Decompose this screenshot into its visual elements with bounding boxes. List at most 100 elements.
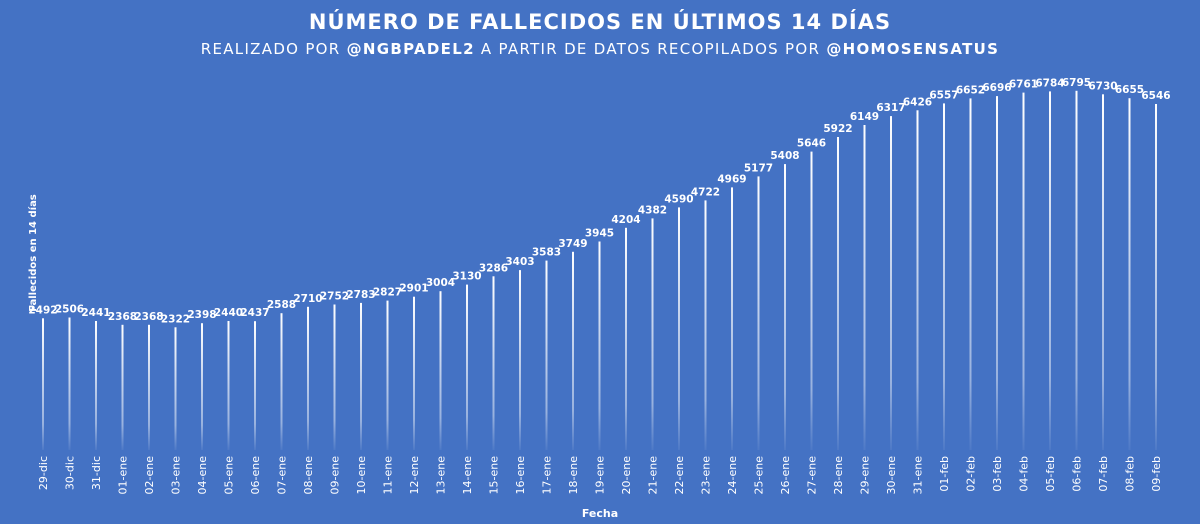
x-tick-10-ene: 10-ene — [355, 456, 368, 495]
data-label-18-ene: 3749 — [558, 238, 587, 250]
bar-12-ene — [413, 296, 415, 450]
data-label-07-ene: 2588 — [267, 299, 296, 311]
data-label-09-feb: 6546 — [1141, 90, 1170, 102]
data-label-06-ene: 2437 — [240, 307, 269, 319]
x-tick-02-feb: 02-feb — [965, 456, 978, 492]
x-tick-09-ene: 09-ene — [329, 456, 342, 495]
x-tick-18-ene: 18-ene — [567, 456, 580, 495]
data-label-15-ene: 3286 — [479, 262, 508, 274]
bar-04-feb — [1022, 92, 1025, 450]
x-tick-17-ene: 17-ene — [541, 456, 554, 495]
bar-30-dic — [68, 317, 71, 450]
subtitle-text-2: A PARTIR DE DATOS RECOPILADOS POR — [474, 40, 827, 58]
data-label-06-feb: 6795 — [1062, 77, 1091, 89]
bar-08-ene — [307, 306, 309, 450]
bar-03-ene — [174, 327, 177, 450]
bar-27-ene — [810, 151, 813, 450]
bar-19-ene — [598, 241, 601, 450]
x-tick-25-ene: 25-ene — [753, 456, 766, 495]
x-tick-04-feb: 04-feb — [1018, 456, 1031, 492]
x-tick-22-ene: 22-ene — [673, 456, 686, 495]
bar-22-ene — [678, 207, 680, 450]
bar-23-ene — [704, 200, 707, 450]
bar-05-ene — [227, 321, 230, 450]
subtitle-author-handle: @NGBPADEL2 — [346, 40, 475, 58]
bar-09-feb — [1155, 104, 1157, 450]
data-label-04-feb: 6761 — [1009, 79, 1038, 91]
bar-29-ene — [863, 125, 866, 450]
x-tick-26-ene: 26-ene — [779, 456, 792, 495]
bar-02-feb — [969, 98, 972, 451]
bar-02-ene — [148, 324, 150, 450]
x-tick-11-ene: 11-ene — [382, 456, 395, 495]
data-label-22-ene: 4590 — [664, 193, 693, 205]
x-tick-13-ene: 13-ene — [435, 456, 448, 495]
bar-17-ene — [545, 260, 548, 450]
data-label-01-feb: 6557 — [929, 89, 958, 101]
data-label-07-feb: 6730 — [1088, 80, 1117, 92]
x-tick-04-ene: 04-ene — [196, 456, 209, 495]
data-label-23-ene: 4722 — [691, 186, 720, 198]
x-tick-31-ene: 31-ene — [912, 456, 925, 495]
bar-07-feb — [1102, 94, 1104, 451]
x-tick-12-ene: 12-ene — [408, 456, 421, 495]
data-label-30-ene: 6317 — [876, 102, 905, 114]
x-tick-20-ene: 20-ene — [620, 456, 633, 495]
bar-18-ene — [572, 251, 574, 450]
data-label-02-ene: 2368 — [134, 311, 163, 323]
data-label-31-dic: 2441 — [81, 307, 110, 319]
data-label-08-feb: 6655 — [1115, 84, 1144, 96]
bar-09-ene — [333, 304, 336, 450]
x-tick-21-ene: 21-ene — [647, 456, 660, 495]
data-label-13-ene: 3004 — [426, 277, 455, 289]
bar-29-dic — [42, 318, 44, 450]
x-tick-27-ene: 27-ene — [806, 456, 819, 495]
data-label-29-dic: 2492 — [28, 304, 57, 316]
bar-01-ene — [121, 324, 124, 450]
x-tick-24-ene: 24-ene — [726, 456, 739, 495]
x-tick-07-ene: 07-ene — [276, 456, 289, 495]
bar-26-ene — [784, 164, 786, 450]
x-tick-29-dic: 29-dic — [37, 456, 50, 490]
bar-31-dic — [95, 321, 97, 450]
x-tick-28-ene: 28-ene — [832, 456, 845, 495]
data-label-08-ene: 2710 — [293, 293, 322, 305]
x-tick-01-ene: 01-ene — [117, 456, 130, 495]
x-tick-03-feb: 03-feb — [991, 456, 1004, 492]
data-label-09-ene: 2752 — [320, 291, 349, 303]
x-tick-05-ene: 05-ene — [223, 456, 236, 495]
chart-subtitle: REALIZADO POR @NGBPADEL2 A PARTIR DE DAT… — [0, 40, 1200, 58]
data-label-04-ene: 2398 — [187, 309, 216, 321]
x-tick-15-ene: 15-ene — [488, 456, 501, 495]
data-label-26-ene: 5408 — [770, 150, 799, 162]
bar-10-ene — [360, 302, 362, 450]
data-label-05-ene: 2440 — [214, 307, 243, 319]
data-label-31-ene: 6426 — [903, 96, 932, 108]
bar-30-ene — [890, 116, 892, 450]
bar-14-ene — [466, 284, 468, 450]
bar-06-ene — [254, 321, 256, 450]
data-label-21-ene: 4382 — [638, 204, 667, 216]
data-label-14-ene: 3130 — [452, 271, 481, 283]
data-label-05-feb: 6784 — [1035, 77, 1064, 89]
bar-24-ene — [731, 187, 733, 450]
x-tick-02-ene: 02-ene — [143, 456, 156, 495]
x-tick-05-feb: 05-feb — [1044, 456, 1057, 492]
bar-series: 2492 29-dic 2506 30-dic 2441 31-dic 2368 01-ene… — [28, 77, 1170, 495]
data-label-16-ene: 3403 — [505, 256, 534, 268]
bar-11-ene — [386, 300, 389, 450]
x-tick-30-dic: 30-dic — [64, 456, 77, 490]
data-label-20-ene: 4204 — [611, 214, 640, 226]
x-tick-31-dic: 31-dic — [90, 456, 103, 490]
x-tick-06-ene: 06-ene — [249, 456, 262, 495]
bar-01-feb — [943, 103, 945, 451]
chart-title: NÚMERO DE FALLECIDOS EN ÚLTIMOS 14 DÍAS — [308, 10, 892, 34]
x-tick-09-feb: 09-feb — [1150, 456, 1163, 492]
subtitle-text-1: REALIZADO POR — [200, 40, 347, 58]
data-label-11-ene: 2827 — [373, 287, 402, 299]
data-label-24-ene: 4969 — [717, 173, 746, 185]
bar-05-feb — [1049, 91, 1051, 451]
x-axis-label: Fecha — [582, 507, 618, 520]
